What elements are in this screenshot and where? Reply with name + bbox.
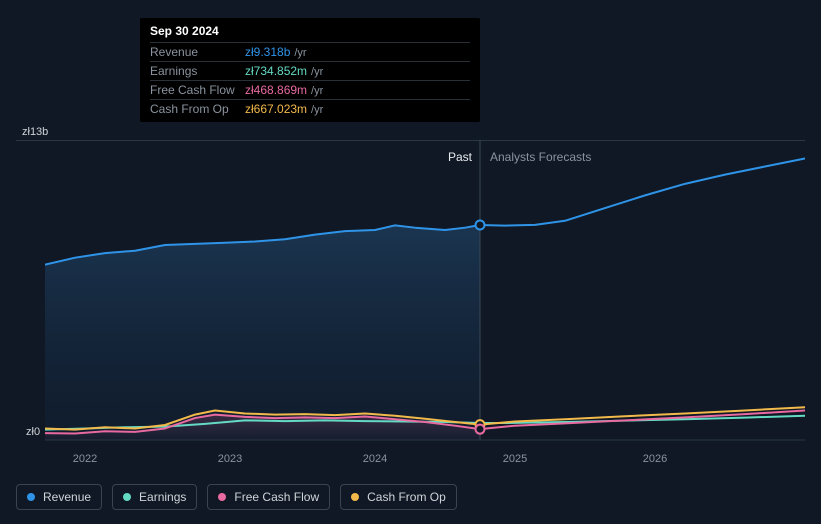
- tooltip-row-unit: /yr: [311, 85, 323, 97]
- legend-dot-icon: [123, 493, 131, 501]
- tooltip-row-value: zł667.023m: [245, 102, 307, 116]
- y-label-bottom: zł0: [26, 426, 40, 438]
- tooltip-row: Free Cash Flowzł468.869m/yr: [150, 80, 470, 99]
- x-tick: 2022: [73, 453, 97, 465]
- x-tick: 2026: [643, 453, 667, 465]
- tooltip-row-label: Cash From Op: [150, 102, 245, 116]
- chart-svg: [45, 126, 805, 442]
- x-tick: 2023: [218, 453, 242, 465]
- legend-item-cash-from-op[interactable]: Cash From Op: [340, 484, 457, 510]
- tooltip-row: Cash From Opzł667.023m/yr: [150, 99, 470, 118]
- tooltip-row-value: zł734.852m: [245, 64, 307, 78]
- legend-label: Free Cash Flow: [234, 490, 319, 504]
- legend: Revenue Earnings Free Cash Flow Cash From O…: [16, 484, 457, 510]
- legend-label: Revenue: [43, 490, 91, 504]
- tooltip-row: Revenuezł9.318b/yr: [150, 42, 470, 61]
- tooltip-row-unit: /yr: [294, 47, 306, 59]
- x-tick: 2025: [503, 453, 527, 465]
- legend-item-earnings[interactable]: Earnings: [112, 484, 197, 510]
- legend-item-free-cash-flow[interactable]: Free Cash Flow: [207, 484, 330, 510]
- legend-dot-icon: [218, 493, 226, 501]
- tooltip-row-unit: /yr: [311, 104, 323, 116]
- tooltip-row-label: Revenue: [150, 45, 245, 59]
- tooltip-row-value: zł468.869m: [245, 83, 307, 97]
- legend-item-revenue[interactable]: Revenue: [16, 484, 102, 510]
- tooltip-row-value: zł9.318b: [245, 45, 290, 59]
- tooltip: Sep 30 2024 Revenuezł9.318b/yrEarningszł…: [140, 18, 480, 122]
- legend-label: Earnings: [139, 490, 186, 504]
- legend-dot-icon: [351, 493, 359, 501]
- tooltip-row-label: Free Cash Flow: [150, 83, 245, 97]
- tooltip-date: Sep 30 2024: [150, 24, 470, 42]
- tooltip-row-label: Earnings: [150, 64, 245, 78]
- tooltip-row-unit: /yr: [311, 66, 323, 78]
- legend-dot-icon: [27, 493, 35, 501]
- tooltip-row: Earningszł734.852m/yr: [150, 61, 470, 80]
- legend-label: Cash From Op: [367, 490, 446, 504]
- x-axis: 2022 2023 2024 2025 2026: [45, 453, 805, 473]
- x-tick: 2024: [363, 453, 387, 465]
